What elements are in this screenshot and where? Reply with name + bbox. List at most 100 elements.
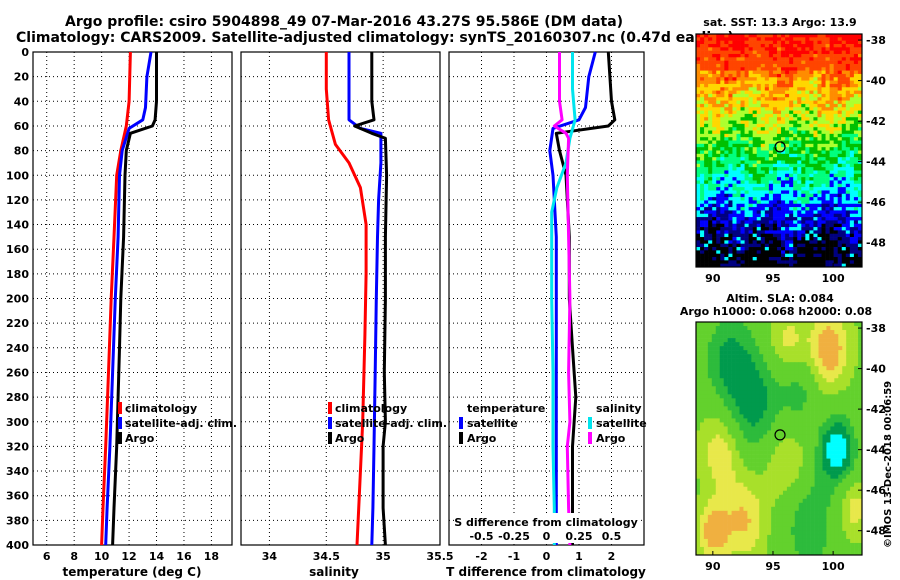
sst-cell <box>732 103 737 108</box>
sst-cell <box>700 77 705 81</box>
sla-cell <box>830 426 835 431</box>
sla-cell <box>850 326 855 331</box>
sst-cell <box>845 240 851 244</box>
sst-cell <box>853 67 859 71</box>
sst-cell <box>833 107 839 111</box>
sst-cell <box>736 193 741 198</box>
sst-cell <box>700 183 705 188</box>
sst-cell <box>853 120 859 125</box>
sst-cell <box>760 113 766 118</box>
sst-cell <box>849 77 855 81</box>
sla-cell <box>834 498 839 504</box>
sst-cell <box>768 183 774 188</box>
sst-cell <box>849 80 855 85</box>
sla-cell <box>755 478 760 483</box>
sst-cell <box>853 113 859 118</box>
sst-cell <box>768 193 774 198</box>
sla-cell <box>731 482 736 488</box>
sst-cell <box>817 147 822 151</box>
sst-cell <box>728 197 733 201</box>
sst-cell <box>724 37 729 41</box>
sla-cell <box>739 350 744 355</box>
sla-cell <box>842 326 847 331</box>
sla-cell <box>763 426 768 431</box>
sla-cell <box>719 342 724 347</box>
sst-cell <box>821 177 826 181</box>
sst-cell <box>756 127 762 131</box>
sst-cell <box>789 90 794 95</box>
sst-cell <box>736 63 741 68</box>
sst-cell <box>785 247 790 251</box>
sla-cell <box>782 386 788 391</box>
sla-cell <box>818 354 823 359</box>
sla-cell <box>802 354 807 359</box>
sla-cell <box>755 450 760 455</box>
sla-cell <box>798 338 804 343</box>
sst-cell <box>740 127 745 131</box>
sst-cell <box>841 253 847 258</box>
sla-cell <box>739 438 744 443</box>
sst-cell <box>700 207 705 211</box>
sst-cell <box>857 67 863 71</box>
sla-cell <box>830 366 835 371</box>
sst-cell <box>821 137 826 141</box>
sst-cell <box>736 170 741 175</box>
sst-cell <box>849 53 855 58</box>
sst-cell <box>764 63 770 68</box>
sla-cell <box>743 458 748 463</box>
sst-cell <box>797 57 802 61</box>
sst-cell <box>732 170 737 175</box>
sla-cell <box>767 366 772 371</box>
sla-cell <box>755 474 760 479</box>
sst-cell <box>825 260 830 264</box>
depth-tick-label: 120 <box>6 194 29 207</box>
sst-cell <box>833 157 839 161</box>
sst-cell <box>797 140 802 145</box>
sla-cell <box>842 394 847 399</box>
sla-cell <box>703 466 709 471</box>
sla-cell <box>751 478 756 483</box>
sst-cell <box>744 207 749 211</box>
sst-cell <box>708 167 713 171</box>
sla-cell <box>731 350 736 355</box>
sla-cell <box>802 410 807 415</box>
sst-cell <box>805 50 810 55</box>
sla-cell <box>707 374 713 379</box>
sst-cell <box>732 137 737 141</box>
sla-cell <box>826 470 831 475</box>
sst-cell <box>716 217 721 221</box>
sst-cell <box>724 203 729 208</box>
sst-cell <box>736 83 741 88</box>
sst-cell <box>793 187 798 191</box>
sla-cell <box>711 502 717 508</box>
sla-cell <box>826 494 831 500</box>
sla-cell <box>755 394 760 399</box>
sst-cell <box>760 223 766 228</box>
sst-cell <box>720 70 725 75</box>
sst-cell <box>772 117 778 121</box>
sst-cell <box>833 77 839 81</box>
sst-cell <box>801 250 806 254</box>
sla-cell <box>715 406 721 411</box>
sst-cell <box>740 240 745 244</box>
sla-cell <box>771 330 776 335</box>
sla-cell <box>858 358 863 363</box>
sla-cell <box>782 346 788 351</box>
sst-cell <box>793 173 798 178</box>
sla-cell <box>782 362 788 367</box>
sla-cell <box>842 466 847 471</box>
sst-cell <box>853 147 859 151</box>
sst-cell <box>708 113 713 118</box>
sst-cell <box>748 87 753 91</box>
sla-cell <box>858 422 863 427</box>
sst-cell <box>817 157 822 161</box>
sst-cell <box>825 213 830 218</box>
sla-cell <box>711 498 717 504</box>
sla-cell <box>751 490 756 496</box>
sst-cell <box>837 223 843 228</box>
sla-cell <box>767 426 772 431</box>
sla-cell <box>707 326 713 331</box>
sst-cell <box>740 263 745 268</box>
sst-cell <box>712 34 717 38</box>
sla-cell <box>696 366 701 371</box>
